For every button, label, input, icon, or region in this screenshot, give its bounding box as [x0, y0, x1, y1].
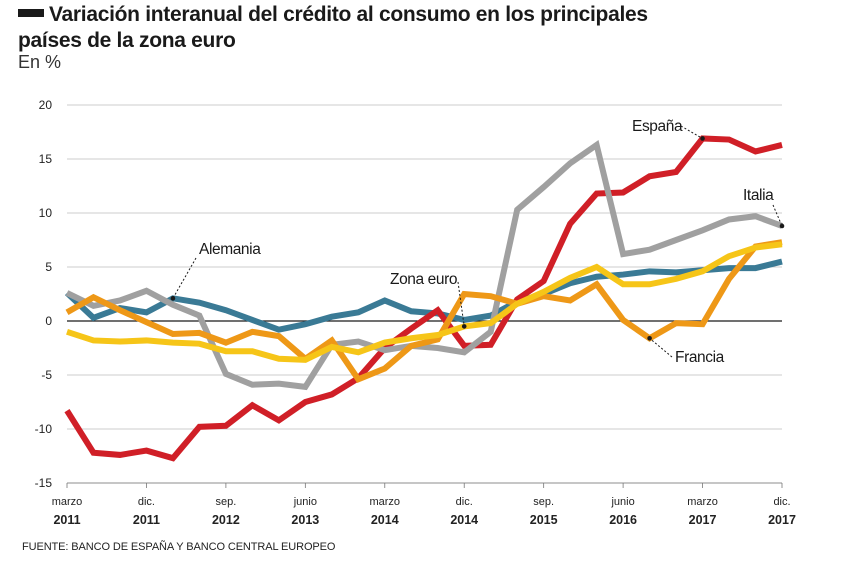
x-tick-month: marzo [369, 496, 400, 508]
callout-dot-francia [647, 335, 652, 341]
title-text-1: Variación interanual del crédito al cons… [49, 3, 648, 26]
x-axis: marzo 2011 dic. 2011 sep. 2012 junio 2013 marzo 2… [52, 482, 796, 527]
x-tick-month: marzo [687, 496, 718, 508]
x-tick-month: dic. [456, 496, 473, 508]
y-tick-label: 15 [39, 152, 53, 166]
y-tick-label: -5 [41, 368, 52, 382]
source-note: FUENTE: BANCO DE ESPAÑA Y BANCO CENTRAL … [22, 541, 336, 553]
chart-title: Variación interanual del crédito al cons… [18, 2, 778, 54]
x-tick-month: junio [610, 496, 634, 508]
y-axis: 20 15 10 5 0 -5 -10 -15 [35, 98, 53, 490]
chart-subtitle: En % [18, 52, 62, 72]
x-tick-month: junio [293, 496, 317, 508]
x-tick-month: dic. [773, 496, 790, 508]
callout-dot-espana [700, 136, 705, 141]
callout-label-francia: Francia [675, 349, 725, 366]
callout-label-alemania: Alemania [199, 241, 261, 258]
y-tick-label: 10 [39, 206, 53, 220]
callout-leader-zona-euro [457, 281, 465, 327]
y-tick-label: 20 [39, 98, 53, 112]
x-tick-year: 2017 [689, 513, 717, 527]
y-tick-label: 5 [45, 260, 52, 274]
x-tick-year: 2013 [291, 513, 319, 527]
series-line-francia [65, 239, 783, 384]
series-line-italia [65, 140, 784, 391]
x-tick-month: sep. [215, 496, 236, 508]
x-tick-year: 2011 [53, 513, 80, 527]
callout-dot-zona-euro [461, 324, 467, 329]
x-tick-month: marzo [52, 496, 83, 508]
callout-dot-italia [779, 223, 785, 229]
callout-dot-alemania [170, 296, 176, 301]
title-bar-icon [18, 9, 44, 18]
y-tick-label: -10 [35, 422, 53, 436]
x-tick-month: dic. [138, 496, 155, 508]
x-tick-year: 2017 [768, 513, 796, 527]
y-tick-label: 0 [45, 314, 52, 328]
title-line-1: Variación interanual del crédito al cons… [18, 2, 778, 28]
x-tick-year: 2012 [212, 513, 240, 527]
title-line-2: países de la zona euro [18, 29, 236, 52]
x-tick-year: 2011 [133, 513, 160, 527]
callout-leader-alemania [172, 257, 197, 299]
grid-lines [67, 104, 782, 484]
x-tick-year: 2016 [609, 513, 637, 527]
callout-label-zona-euro: Zona euro [390, 271, 457, 288]
callout-label-espana: España [632, 118, 683, 135]
x-tick-year: 2015 [530, 513, 558, 527]
series-callouts: Alemania España Italia Zona euro Francia [170, 118, 785, 366]
series-line-espana [64, 135, 783, 462]
x-tick-year: 2014 [450, 513, 478, 527]
series-lines [64, 135, 784, 462]
series-line-alemania [64, 258, 783, 333]
callout-leader-francia [649, 337, 673, 358]
x-tick-month: sep. [533, 496, 554, 508]
series-line-zona-euro [66, 241, 783, 363]
callout-label-italia: Italia [743, 187, 774, 204]
y-tick-label: -15 [35, 476, 53, 490]
callout-leader-espana [680, 125, 703, 139]
x-tick-year: 2014 [371, 513, 399, 527]
